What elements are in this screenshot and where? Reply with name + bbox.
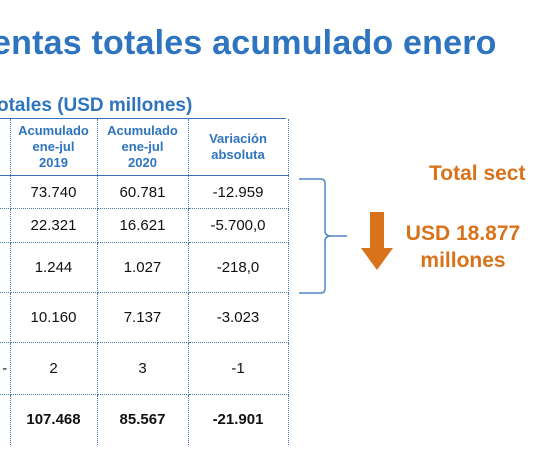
table-row: 73.740 60.781 -12.959	[0, 175, 289, 209]
cell-2019: 73.740	[10, 175, 98, 209]
header-variation: Variación absoluta	[188, 119, 289, 176]
header-label-col	[0, 119, 11, 176]
total-amount-line1: USD 18.877	[405, 222, 521, 245]
cell-2019: 107.468	[10, 394, 98, 445]
cell-2020: 85.567	[97, 394, 189, 445]
table-row-total: 107.468 85.567 -21.901	[0, 394, 289, 445]
total-sector-label: Total sect	[429, 162, 526, 185]
row-label	[0, 394, 11, 445]
right-brace	[299, 178, 347, 294]
cell-2020: 16.621	[97, 208, 189, 243]
cell-2019: 22.321	[10, 208, 98, 243]
cell-2019: 2	[10, 342, 98, 395]
table-row: - 2 3 -1	[0, 342, 289, 395]
total-amount-line2: millones	[420, 249, 506, 272]
row-label	[0, 208, 11, 243]
total-amount: USD 18.877 millones	[398, 220, 528, 274]
row-label	[0, 292, 11, 343]
cell-variation: -21.901	[188, 394, 289, 445]
table-header-row: Acumulado ene-jul 2019 Acumulado ene-jul…	[0, 119, 289, 176]
table-row: 22.321 16.621 -5.700,0	[0, 208, 289, 243]
cell-2019: 1.244	[10, 242, 98, 293]
cell-2020: 60.781	[97, 175, 189, 209]
sales-table: Acumulado ene-jul 2019 Acumulado ene-jul…	[0, 119, 289, 445]
cell-2020: 7.137	[97, 292, 189, 343]
header-2020: Acumulado ene-jul 2020	[97, 119, 189, 176]
cell-variation: -5.700,0	[188, 208, 289, 243]
page-title: entas totales acumulado enero	[0, 24, 497, 62]
table-row: 10.160 7.137 -3.023	[0, 292, 289, 343]
cell-variation: -12.959	[188, 175, 289, 209]
arrow-down-icon	[361, 212, 393, 270]
cell-variation: -1	[188, 342, 289, 395]
cell-2020: 1.027	[97, 242, 189, 293]
table-row: 1.244 1.027 -218,0	[0, 242, 289, 293]
row-label: -	[0, 342, 11, 395]
cell-2020: 3	[97, 342, 189, 395]
cell-variation: -218,0	[188, 242, 289, 293]
row-label	[0, 242, 11, 293]
row-label	[0, 175, 11, 209]
header-2019: Acumulado ene-jul 2019	[10, 119, 98, 176]
subtitle-divider	[0, 118, 286, 119]
table-subtitle: otales (USD millones)	[0, 95, 193, 116]
cell-variation: -3.023	[188, 292, 289, 343]
cell-2019: 10.160	[10, 292, 98, 343]
